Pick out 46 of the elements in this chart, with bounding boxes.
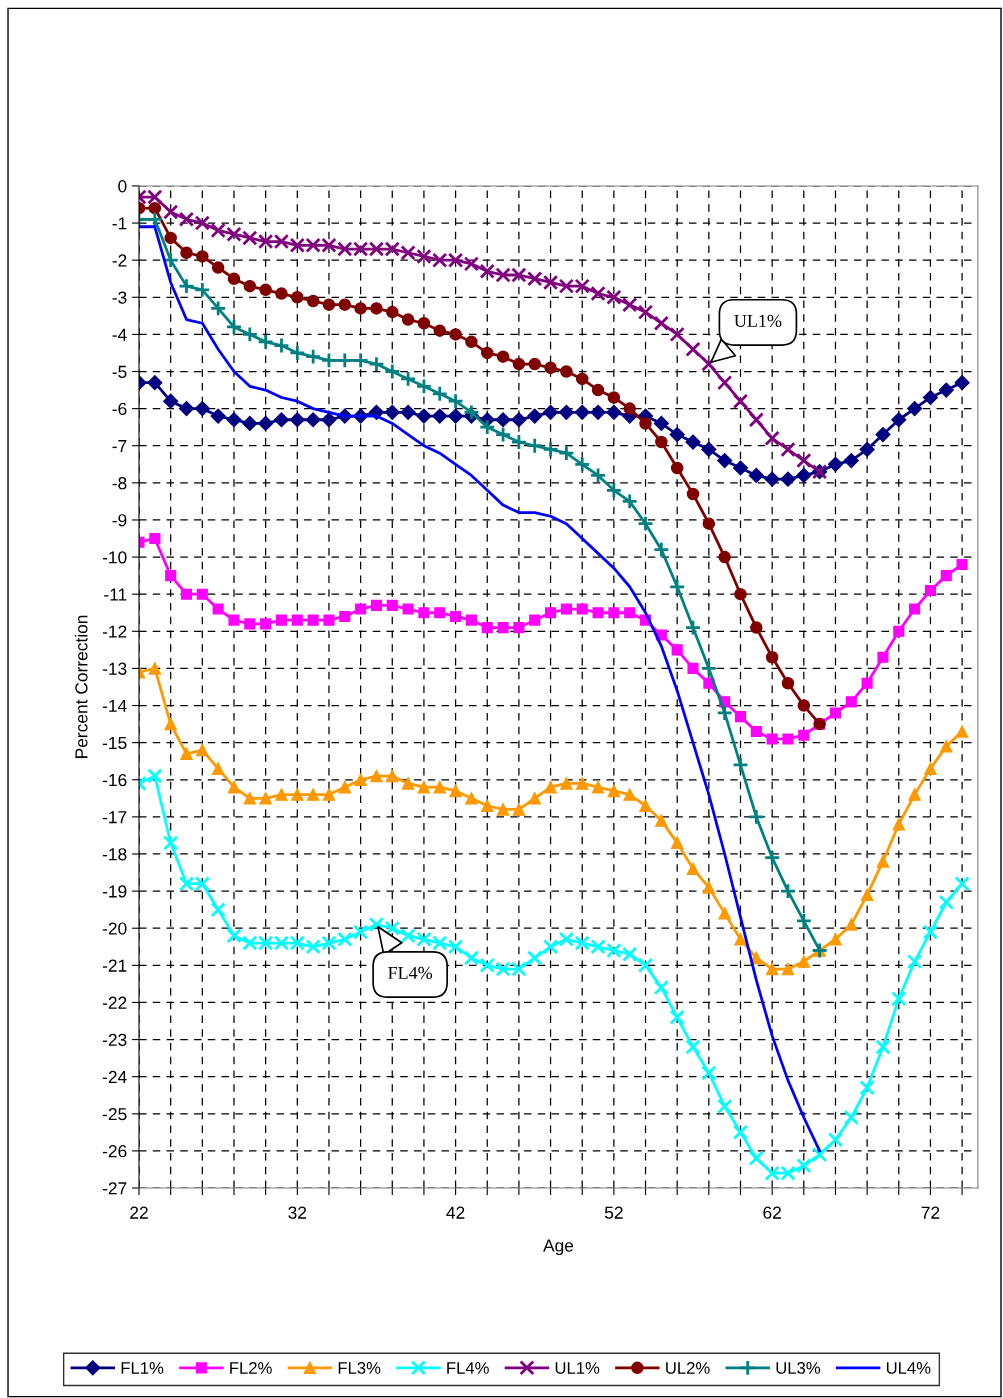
y-tick-label: -8 — [112, 477, 127, 490]
legend-label: FL3% — [338, 1362, 381, 1374]
y-tick-label: -4 — [112, 328, 127, 341]
legend-label: UL3% — [776, 1362, 821, 1374]
y-tick-label: -10 — [102, 551, 127, 564]
y-tick-label: -5 — [112, 365, 127, 378]
legend-label: UL4% — [886, 1362, 931, 1374]
x-tick-label: 72 — [921, 1206, 940, 1219]
legend-label: FL4% — [447, 1362, 489, 1374]
y-tick-label: -13 — [102, 662, 127, 675]
y-tick-label: -19 — [102, 885, 127, 898]
y-tick-label: -17 — [102, 811, 127, 824]
x-tick-label: 22 — [130, 1206, 148, 1219]
annotation: UL1% — [734, 314, 782, 327]
x-axis-title: Age — [543, 1239, 574, 1256]
y-tick-label: -22 — [102, 996, 127, 1009]
y-tick-label: -2 — [112, 254, 127, 267]
x-tick-label: 52 — [604, 1206, 623, 1219]
y-tick-label: -12 — [102, 625, 127, 638]
y-tick-label: -27 — [102, 1182, 127, 1195]
legend-label: UL1% — [555, 1362, 600, 1374]
y-tick-label: -24 — [102, 1070, 127, 1083]
y-tick-label: -20 — [102, 922, 127, 935]
y-tick-label: -6 — [112, 402, 127, 416]
x-tick-label: 32 — [288, 1206, 307, 1219]
annotation: FL4% — [388, 966, 433, 980]
y-tick-label: -14 — [102, 699, 127, 712]
y-tick-label: -23 — [102, 1033, 127, 1047]
y-tick-label: -7 — [112, 440, 127, 453]
legend-label: FL2% — [230, 1362, 272, 1374]
y-tick-label: -16 — [102, 773, 127, 787]
y-tick-label: -25 — [102, 1107, 127, 1121]
y-tick-label: -3 — [112, 291, 127, 304]
x-tick-label: 62 — [763, 1206, 781, 1219]
legend-label: FL1% — [121, 1362, 164, 1374]
x-tick-label: 42 — [446, 1206, 465, 1219]
y-tick-label: -9 — [112, 514, 127, 527]
y-tick-label: -26 — [102, 1145, 127, 1158]
y-tick-label: -21 — [102, 959, 127, 972]
y-tick-label: -18 — [102, 848, 127, 861]
y-axis-title: Percent Correction — [74, 615, 88, 758]
y-tick-label: -15 — [102, 737, 127, 750]
legend-label: UL2% — [666, 1362, 710, 1374]
y-tick-label: -11 — [104, 588, 127, 601]
y-tick-label: -1 — [112, 217, 127, 230]
y-tick-label: 0 — [118, 180, 127, 193]
